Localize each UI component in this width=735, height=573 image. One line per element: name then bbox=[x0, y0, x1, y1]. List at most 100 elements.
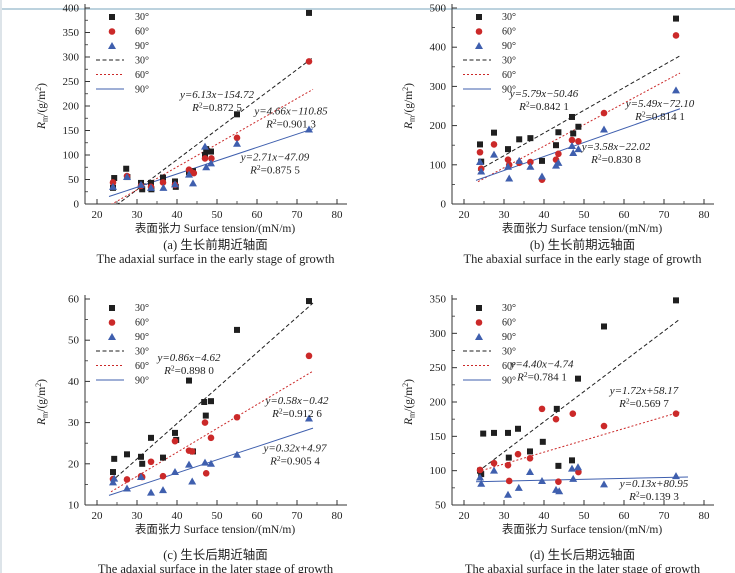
y-tick-label: 400 bbox=[430, 42, 447, 54]
legend-label: 90° bbox=[135, 85, 149, 96]
data-point bbox=[491, 129, 497, 136]
data-point bbox=[555, 150, 562, 158]
data-point bbox=[504, 490, 512, 498]
data-point bbox=[139, 460, 146, 467]
y-tick-label: 250 bbox=[430, 362, 447, 374]
data-point bbox=[148, 179, 154, 186]
data-point bbox=[600, 480, 608, 488]
data-point bbox=[111, 175, 118, 182]
data-point bbox=[526, 162, 535, 170]
data-point bbox=[147, 183, 155, 191]
panel-b: 20 30 40 50 60 70 80 0 100 200 300 400 500 表面张力 Surfa… bbox=[367, 0, 734, 287]
data-point bbox=[476, 466, 484, 474]
y-tick-label: 300 bbox=[430, 328, 447, 340]
data-point bbox=[123, 476, 131, 483]
r2-label: R2=0.842 1 bbox=[518, 99, 569, 113]
x-tick-label: 30 bbox=[132, 209, 144, 221]
data-point bbox=[137, 472, 145, 480]
data-point bbox=[574, 145, 583, 153]
fit-line-30° bbox=[477, 318, 681, 472]
data-point bbox=[147, 458, 155, 466]
data-point bbox=[568, 136, 576, 144]
legend-label: 90° bbox=[135, 376, 149, 387]
data-point bbox=[234, 326, 240, 333]
data-point bbox=[138, 453, 144, 460]
data-point bbox=[516, 136, 523, 143]
y-tick-label: 500 bbox=[430, 3, 447, 15]
data-point bbox=[190, 169, 198, 177]
data-point bbox=[569, 149, 578, 157]
y-tick-label: 0 bbox=[74, 199, 80, 211]
x-tick-label: 20 bbox=[92, 510, 104, 522]
data-point bbox=[108, 319, 116, 326]
x-tick-label: 30 bbox=[499, 510, 511, 522]
data-point bbox=[185, 170, 193, 178]
x-tick-label: 60 bbox=[619, 209, 631, 221]
legend-label: 30° bbox=[502, 347, 516, 358]
data-point bbox=[207, 459, 215, 467]
legend-label: 60° bbox=[502, 318, 516, 329]
data-point bbox=[160, 174, 166, 181]
data-point bbox=[505, 429, 511, 436]
data-point bbox=[171, 437, 179, 445]
r2-label: R2=0.898 0 bbox=[163, 363, 214, 377]
data-point bbox=[505, 454, 512, 461]
legend-label: 60° bbox=[135, 27, 149, 38]
legend-label: 30° bbox=[135, 12, 149, 23]
data-point bbox=[147, 488, 155, 496]
data-point bbox=[505, 477, 513, 485]
data-point bbox=[527, 158, 534, 166]
data-point bbox=[574, 463, 582, 471]
data-point bbox=[569, 474, 578, 482]
data-point bbox=[123, 484, 131, 492]
data-point bbox=[555, 487, 564, 495]
legend-label: 60° bbox=[502, 70, 516, 81]
data-point bbox=[672, 86, 680, 94]
x-tick-label: 70 bbox=[659, 209, 671, 221]
legend-label: 60° bbox=[502, 361, 516, 372]
equation-label: y=4.40x−4.74 bbox=[509, 359, 574, 371]
caption-a-en: The adaxial surface in the early stage o… bbox=[96, 252, 335, 266]
y-tick-label: 350 bbox=[430, 294, 447, 306]
y-axis-title: Rm/(g/m2) bbox=[401, 83, 417, 130]
equation-label: y=4.66x−110.85 bbox=[253, 105, 328, 117]
x-axis-title: 表面张力 Surface tension/(mN/m) bbox=[502, 221, 663, 235]
y-tick-label: 350 bbox=[63, 27, 80, 39]
equation-label: y=1.72x+58.17 bbox=[609, 385, 679, 397]
caption-b-en: The abaxial surface in the early stage o… bbox=[463, 252, 702, 266]
data-point bbox=[305, 414, 313, 422]
data-point bbox=[109, 478, 117, 486]
legend-label: 60° bbox=[135, 70, 149, 81]
x-axis-title: 表面张力 Surface tension/(mN/m) bbox=[502, 522, 663, 536]
data-point bbox=[159, 179, 167, 186]
legend-label: 90° bbox=[502, 332, 516, 343]
data-point bbox=[480, 430, 487, 437]
legend-label: 60° bbox=[135, 361, 149, 372]
data-point bbox=[568, 141, 576, 149]
x-tick-label: 80 bbox=[332, 209, 344, 221]
chart-d: 20 30 40 50 60 70 80 50 100 150 200 250 300 350 表面张力 S… bbox=[401, 294, 714, 536]
data-point bbox=[201, 458, 209, 466]
equation-label: y=0.58x−0.42 bbox=[264, 395, 329, 407]
data-point bbox=[575, 468, 582, 476]
legend-label: 90° bbox=[135, 332, 149, 343]
data-point bbox=[526, 468, 534, 476]
data-point bbox=[490, 466, 498, 474]
data-point bbox=[201, 399, 208, 405]
y-tick-label: 50 bbox=[68, 174, 80, 186]
data-point bbox=[124, 451, 130, 458]
data-point bbox=[672, 472, 680, 480]
data-point bbox=[111, 455, 118, 462]
legend-label: 30° bbox=[502, 56, 516, 67]
y-tick-label: 10 bbox=[68, 500, 80, 512]
data-point bbox=[159, 183, 168, 191]
data-point bbox=[108, 28, 116, 35]
data-point bbox=[569, 113, 575, 120]
x-tick-label: 40 bbox=[539, 510, 551, 522]
data-point bbox=[233, 450, 241, 458]
data-point bbox=[570, 130, 577, 137]
equation-label: y=3.58x−22.02 bbox=[581, 141, 651, 153]
data-point bbox=[504, 156, 512, 164]
data-point bbox=[476, 158, 484, 166]
data-point bbox=[490, 459, 498, 467]
